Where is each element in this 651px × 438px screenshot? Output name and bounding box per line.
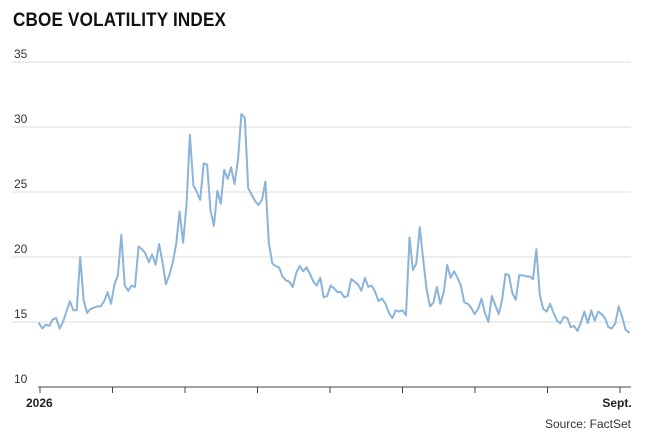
y-axis-tick-labels: 10 15 20 25 30 35 xyxy=(14,47,28,386)
y-tick-label-15: 15 xyxy=(14,307,28,321)
source-note: Source: FactSet xyxy=(544,417,631,431)
x-tick-label-sept: Sept. xyxy=(602,396,631,410)
series-line-vix xyxy=(38,113,630,334)
y-tick-label-10: 10 xyxy=(14,372,28,386)
y-tick-label-20: 20 xyxy=(14,242,28,256)
y-tick-label-25: 25 xyxy=(14,177,28,191)
y-tick-label-30: 30 xyxy=(14,112,28,126)
y-tick-label-35: 35 xyxy=(14,47,28,61)
x-axis-tick-labels: 2026 Sept. xyxy=(26,396,632,410)
grid-lines xyxy=(12,61,631,323)
x-axis-month-ticks xyxy=(39,387,621,393)
x-tick-label-2026: 2026 xyxy=(26,396,53,410)
chart-title: CBOE VOLATILITY INDEX xyxy=(13,10,227,31)
